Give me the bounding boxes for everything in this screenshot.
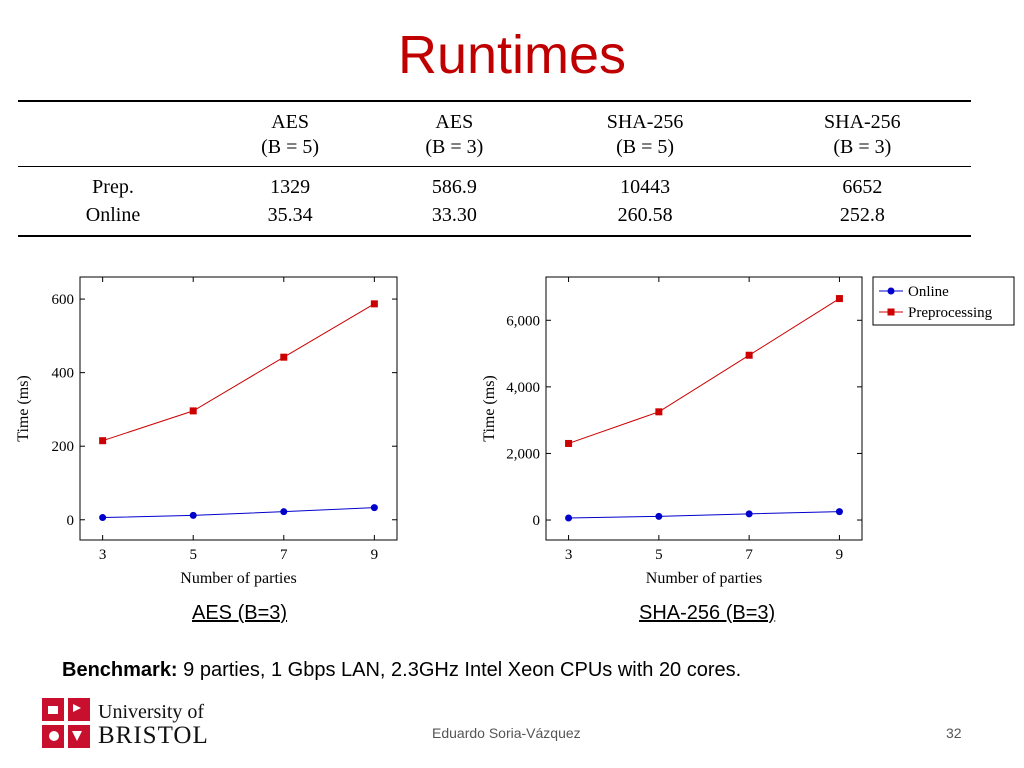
y-tick-label: 6,000	[506, 313, 540, 329]
x-tick-label: 5	[655, 547, 663, 563]
x-axis-label: Number of parties	[646, 570, 762, 587]
data-point-online	[280, 508, 288, 516]
table-row: Online 35.34 33.30 260.58 252.8	[18, 201, 971, 236]
table-header-cell: AES (B = 3)	[425, 111, 484, 158]
legend-marker	[887, 287, 895, 295]
row-label: Online	[85, 204, 141, 226]
benchmark-text: 9 parties, 1 Gbps LAN, 2.3GHz Intel Xeon…	[177, 659, 742, 681]
table-header-cell: SHA-256 (B = 5)	[606, 111, 684, 158]
table-header-row: AES (B = 5) AES (B = 3) SHA-256 (B = 5) SHA…	[18, 101, 971, 167]
table-cell: 1329	[270, 176, 311, 198]
x-tick-label: 7	[280, 547, 288, 563]
data-point-online	[370, 504, 378, 512]
legend-label: Online	[908, 284, 949, 300]
data-point-preprocessing	[745, 351, 753, 359]
runtime-table: AES (B = 5) AES (B = 3) SHA-256 (B = 5) SHA…	[18, 100, 971, 237]
x-axis-label: Number of parties	[180, 570, 296, 587]
data-point-preprocessing	[565, 439, 573, 447]
crest-icon	[42, 698, 90, 748]
footer-author: Eduardo Soria-Vázquez	[432, 725, 581, 741]
slide-title: Runtimes	[397, 25, 627, 85]
data-point-preprocessing	[280, 353, 288, 361]
data-point-online	[99, 514, 107, 522]
data-point-online	[745, 510, 753, 518]
series-line-online	[102, 507, 375, 519]
table-cell: 252.8	[839, 204, 885, 226]
x-tick-label: 7	[745, 547, 753, 563]
y-tick-label: 0	[67, 513, 75, 529]
benchmark-note: Benchmark: 9 parties, 1 Gbps LAN, 2.3GHz…	[62, 659, 741, 682]
logo-text-bristol: BRISTOL	[98, 722, 209, 749]
table-header-cell: AES (B = 5)	[261, 111, 320, 158]
logo-text-university: University of	[98, 701, 205, 723]
table-cell: 35.34	[267, 204, 313, 226]
data-point-online	[655, 512, 663, 520]
table-row: Prep. 1329 586.9 10443 6652	[18, 167, 971, 202]
table-cell: 33.30	[431, 204, 477, 226]
row-label: Prep.	[92, 176, 134, 198]
data-point-online	[565, 514, 573, 522]
legend-marker	[887, 308, 895, 316]
table-cell: 586.9	[431, 176, 477, 198]
y-tick-label: 4,000	[506, 380, 540, 396]
data-point-preprocessing	[835, 295, 843, 303]
table-header-cell: SHA-256 (B = 3)	[824, 111, 901, 158]
y-tick-label: 0	[533, 513, 541, 529]
x-tick-label: 3	[99, 547, 107, 563]
y-axis-label: Time (ms)	[481, 375, 498, 442]
chart-caption-aes: AES (B=3)	[192, 602, 288, 624]
page-number: 32	[946, 725, 962, 741]
data-point-preprocessing	[370, 300, 378, 308]
series-line-preprocessing	[568, 298, 840, 444]
legend-label: Preprocessing	[908, 305, 993, 321]
x-tick-label: 3	[565, 547, 573, 563]
x-tick-label: 5	[189, 547, 197, 563]
data-point-online	[835, 508, 843, 516]
plot-frame	[79, 276, 398, 541]
x-tick-label: 9	[836, 547, 844, 563]
benchmark-label: Benchmark:	[62, 659, 178, 681]
table-cell: 260.58	[617, 204, 673, 226]
table-cell: 6652	[842, 176, 883, 198]
y-tick-label: 400	[52, 366, 75, 382]
series-line-preprocessing	[102, 303, 375, 442]
y-axis-label: Time (ms)	[15, 375, 32, 442]
y-tick-label: 600	[52, 292, 75, 308]
chart-caption-sha: SHA-256 (B=3)	[639, 602, 776, 624]
university-logo: University of BRISTOL	[42, 698, 212, 750]
data-point-preprocessing	[99, 437, 107, 445]
data-point-online	[189, 511, 197, 519]
plot-frame	[545, 276, 863, 541]
x-tick-label: 9	[371, 547, 379, 563]
legend-box	[872, 276, 1015, 326]
y-tick-label: 2,000	[506, 446, 540, 462]
data-point-preprocessing	[655, 408, 663, 416]
table-cell: 10443	[620, 176, 671, 198]
y-tick-label: 200	[52, 439, 75, 455]
data-point-preprocessing	[189, 407, 197, 415]
series-line-online	[568, 511, 840, 519]
